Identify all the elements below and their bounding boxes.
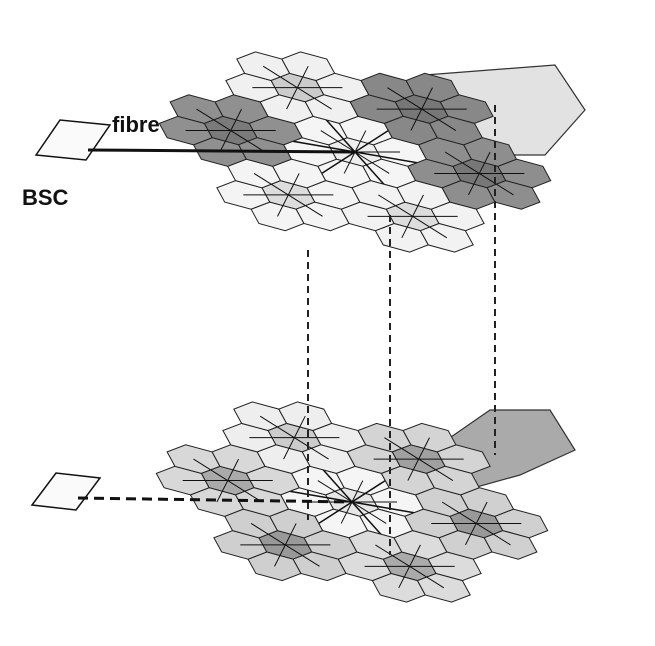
antenna-line xyxy=(418,458,454,481)
antenna-line xyxy=(387,87,422,110)
antenna-line xyxy=(412,194,424,217)
antenna-line xyxy=(475,501,488,524)
upper-layer xyxy=(158,51,586,253)
antenna-line xyxy=(354,130,367,153)
antenna-line xyxy=(227,480,263,503)
antenna-line xyxy=(407,458,420,481)
fibre-link xyxy=(87,148,356,154)
antenna-line xyxy=(216,480,229,503)
antenna-line xyxy=(253,173,289,196)
antenna-line xyxy=(375,544,410,567)
antenna-line xyxy=(297,87,332,110)
link xyxy=(77,496,353,504)
antenna-line xyxy=(293,415,306,438)
antenna-line xyxy=(476,523,511,546)
antenna-line xyxy=(259,415,295,439)
antenna-line xyxy=(343,151,356,174)
antenna-line xyxy=(250,523,286,546)
antenna-line xyxy=(284,523,297,546)
bsc-box xyxy=(34,119,112,161)
link-label: fibre xyxy=(112,112,160,137)
antenna-line xyxy=(465,523,477,546)
bsc-box xyxy=(30,472,102,511)
antenna-line xyxy=(196,108,231,131)
antenna-line xyxy=(296,65,309,88)
antenna-line xyxy=(441,501,477,524)
antenna-line xyxy=(351,480,364,503)
antenna-line xyxy=(283,437,295,460)
antenna-line xyxy=(478,151,491,174)
antenna-line xyxy=(468,173,480,196)
antenna-line xyxy=(409,565,445,589)
antenna-line xyxy=(286,87,298,110)
antenna-line xyxy=(285,544,320,567)
antenna-line xyxy=(274,544,286,567)
antenna-line xyxy=(479,173,514,196)
antenna-line xyxy=(193,458,228,481)
antenna-line xyxy=(219,130,232,153)
antenna-line xyxy=(288,194,323,217)
antenna-line xyxy=(378,194,413,217)
lower-layer xyxy=(155,401,576,603)
antenna-line xyxy=(398,566,411,589)
antenna-line xyxy=(444,151,480,174)
antenna-line xyxy=(294,437,329,460)
cell xyxy=(402,422,457,453)
antenna-line xyxy=(421,87,433,110)
antenna-line xyxy=(384,437,419,460)
bsc-label: BSC xyxy=(22,185,69,210)
antenna-line xyxy=(317,480,353,503)
antenna-line xyxy=(351,501,387,524)
antenna-line xyxy=(320,130,356,153)
connections: fibre BSC xyxy=(22,105,496,555)
antenna-line xyxy=(409,544,421,567)
antenna-line xyxy=(277,194,289,217)
antenna-line xyxy=(412,215,448,239)
antenna-line xyxy=(230,130,266,153)
antenna-line xyxy=(410,108,423,131)
antenna-line xyxy=(354,151,390,174)
antenna-line xyxy=(287,173,300,196)
antenna-line xyxy=(421,108,457,131)
antenna-line xyxy=(418,437,430,460)
antenna-line xyxy=(340,501,353,524)
antenna-line xyxy=(401,216,414,239)
antenna-line xyxy=(227,458,239,481)
antenna-line xyxy=(230,108,242,131)
cell xyxy=(405,72,460,103)
antenna-line xyxy=(262,65,298,89)
